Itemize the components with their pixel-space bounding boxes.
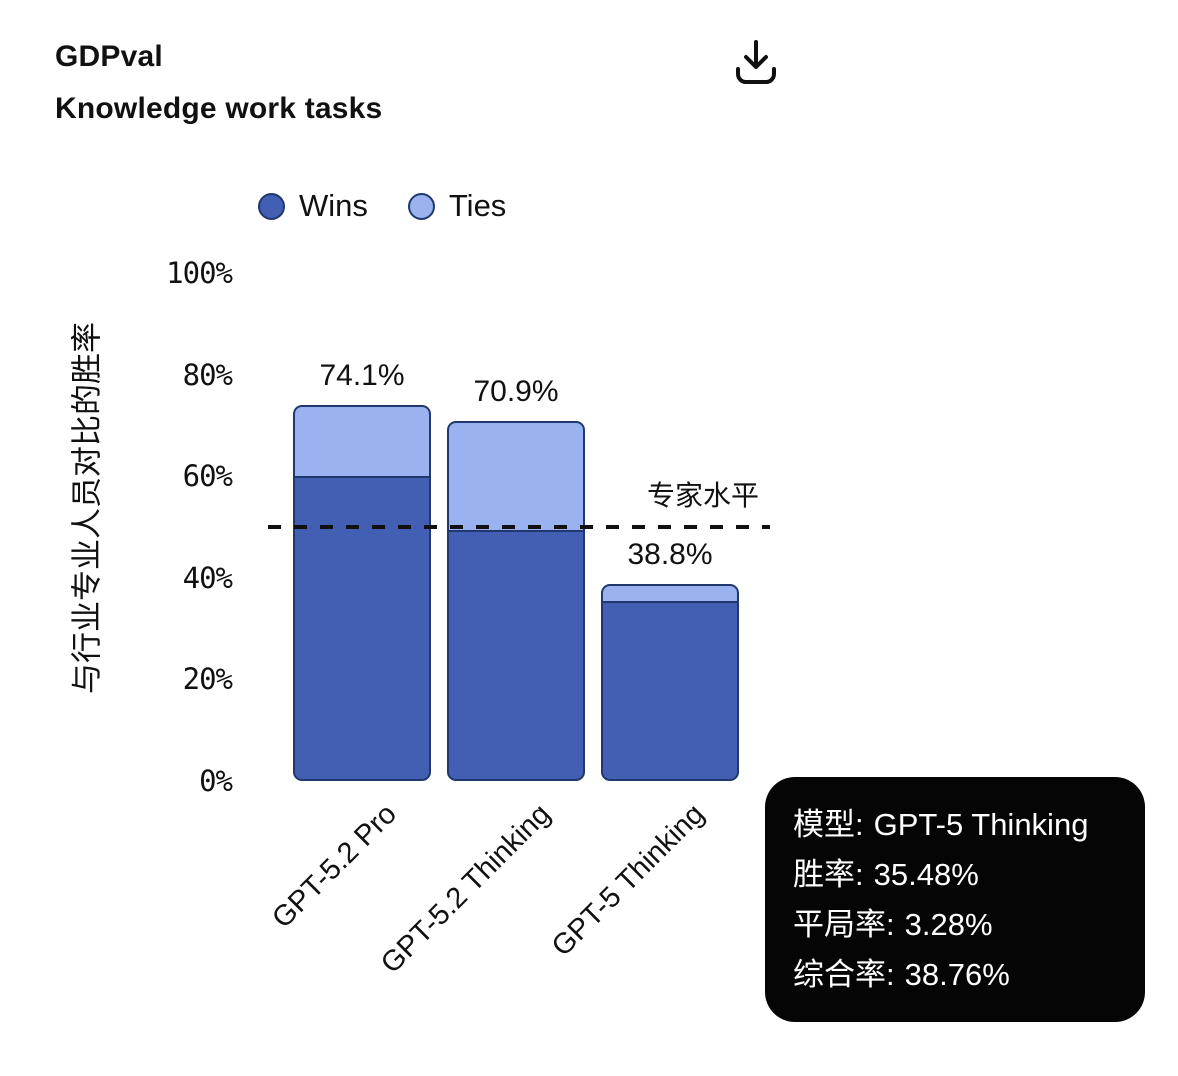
bar-segment-ties[interactable] xyxy=(601,584,739,601)
y-tick-100: 100% xyxy=(166,256,233,290)
x-tick-gpt-5-thinking: GPT-5 Thinking xyxy=(545,798,711,963)
download-icon xyxy=(731,40,781,91)
bar-segment-wins[interactable] xyxy=(447,529,585,781)
tooltip-model-row: 模型: GPT-5 Thinking xyxy=(793,806,1089,842)
y-tick-20: 20% xyxy=(182,662,233,697)
y-tick-40: 40% xyxy=(182,560,233,595)
hover-tooltip: 模型: GPT-5 Thinking 胜率: 35.48% 平局率: 3.28% 综合… xyxy=(765,777,1145,1022)
bar-gpt-5-thinking[interactable] xyxy=(601,584,739,781)
bar-segment-wins[interactable] xyxy=(293,476,431,781)
x-tick-gpt-5-2-pro: GPT-5.2 Pro xyxy=(266,798,403,935)
ties-swatch-icon xyxy=(407,192,435,220)
y-tick-0: 0% xyxy=(199,764,233,798)
legend-label-wins: Wins xyxy=(299,188,368,223)
bar-segment-ties[interactable] xyxy=(447,420,585,530)
bar-value-label: 74.1% xyxy=(319,358,405,392)
y-tick-60: 60% xyxy=(182,459,233,494)
expert-level-dashed-line xyxy=(268,525,770,529)
chart-title: GDPval xyxy=(55,40,163,73)
legend: Wins Ties xyxy=(258,188,506,224)
tooltip-tierate-row: 平局率: 3.28% xyxy=(793,906,993,942)
bar-segment-ties[interactable] xyxy=(293,404,431,477)
expert-level-label: 专家水平 xyxy=(646,480,760,511)
tooltip-winrate-row: 胜率: 35.48% xyxy=(793,856,979,892)
download-button[interactable] xyxy=(731,36,781,88)
y-tick-80: 80% xyxy=(182,357,233,392)
bar-value-label: 38.8% xyxy=(627,538,713,572)
bar-gpt-5-2-pro[interactable] xyxy=(293,404,431,781)
bar-gpt-5-2-thinking[interactable] xyxy=(447,420,585,781)
bar-segment-wins[interactable] xyxy=(601,600,739,781)
wins-swatch-icon xyxy=(258,192,285,220)
legend-item-wins[interactable]: Wins xyxy=(258,188,368,224)
legend-label-ties: Ties xyxy=(448,188,507,223)
chart-subtitle: Knowledge work tasks xyxy=(55,92,383,125)
bar-value-label: 70.9% xyxy=(473,374,559,408)
legend-item-ties[interactable]: Ties xyxy=(407,188,507,224)
x-tick-gpt-5-2-thinking: GPT-5.2 Thinking xyxy=(374,798,557,980)
tooltip-combined-row: 综合率: 38.76% xyxy=(793,956,1010,992)
